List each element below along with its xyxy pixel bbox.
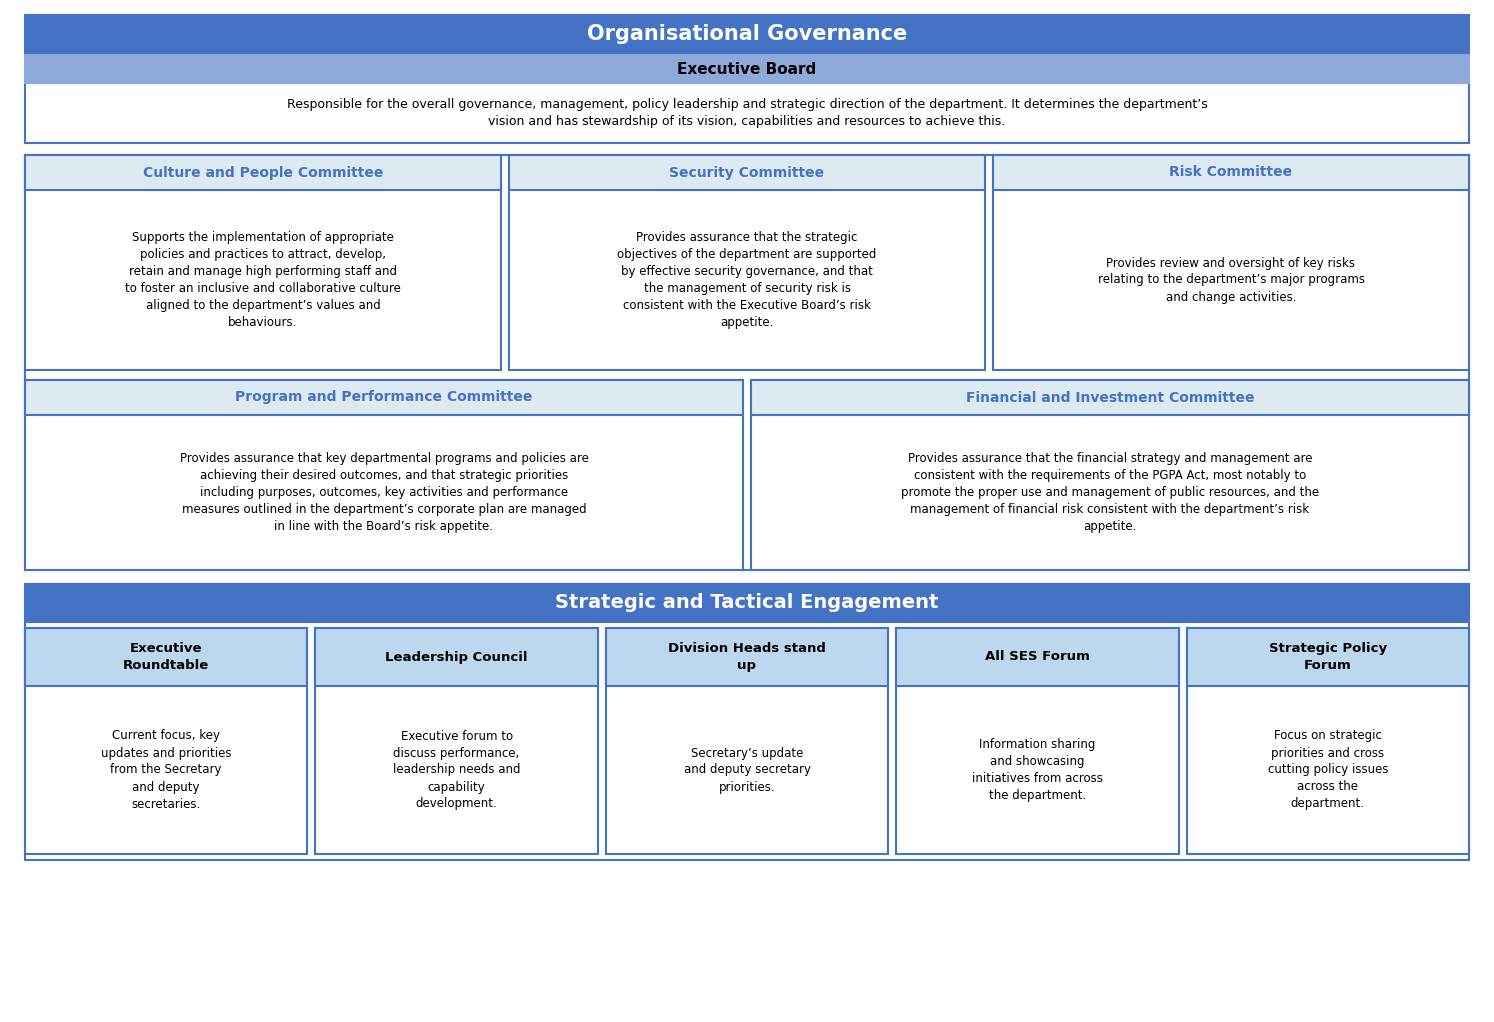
Bar	[896, 628, 1179, 686]
Text: Financial and Investment Committee: Financial and Investment Committee	[965, 390, 1255, 405]
Bar	[25, 83, 1469, 143]
Text: Provides assurance that the financial strategy and management are
consistent wit: Provides assurance that the financial st…	[901, 452, 1319, 533]
Text: Culture and People Committee: Culture and People Committee	[143, 166, 382, 180]
Text: Information sharing
and showcasing
initiatives from across
the department.: Information sharing and showcasing initi…	[973, 738, 1103, 802]
Text: Strategic Policy
Forum: Strategic Policy Forum	[1268, 642, 1386, 672]
Bar	[509, 155, 985, 190]
Text: Leadership Council: Leadership Council	[385, 650, 527, 663]
Bar	[25, 628, 308, 854]
Text: Provides assurance that key departmental programs and policies are
achieving the: Provides assurance that key departmental…	[179, 452, 589, 533]
Text: Security Committee: Security Committee	[669, 166, 825, 180]
Text: Executive Board: Executive Board	[677, 61, 817, 77]
Text: Responsible for the overall governance, management, policy leadership and strate: Responsible for the overall governance, …	[287, 98, 1207, 128]
Bar	[25, 380, 743, 415]
Bar	[315, 628, 598, 854]
Text: Provides assurance that the strategic
objectives of the department are supported: Provides assurance that the strategic ob…	[617, 231, 877, 329]
Bar	[25, 380, 743, 570]
Text: Risk Committee: Risk Committee	[1170, 166, 1292, 180]
Bar	[25, 15, 1469, 53]
Text: Current focus, key
updates and priorities
from the Secretary
and deputy
secretar: Current focus, key updates and prioritie…	[102, 730, 232, 810]
Text: All SES Forum: All SES Forum	[985, 650, 1089, 663]
Bar	[896, 628, 1179, 854]
Text: Organisational Governance: Organisational Governance	[587, 24, 907, 44]
Bar	[1186, 628, 1469, 854]
Bar	[751, 380, 1469, 415]
Bar	[25, 55, 1469, 83]
Bar	[25, 584, 1469, 860]
Text: Secretary’s update
and deputy secretary
priorities.: Secretary’s update and deputy secretary …	[683, 746, 811, 793]
Text: Division Heads stand
up: Division Heads stand up	[668, 642, 826, 672]
Bar	[315, 628, 598, 686]
Text: Executive
Roundtable: Executive Roundtable	[123, 642, 209, 672]
Bar	[509, 155, 985, 370]
Bar	[994, 155, 1469, 370]
Text: Strategic and Tactical Engagement: Strategic and Tactical Engagement	[556, 594, 938, 612]
Bar	[994, 155, 1469, 190]
Bar	[25, 584, 1469, 622]
Bar	[751, 380, 1469, 570]
Bar	[25, 155, 500, 190]
Bar	[1186, 628, 1469, 686]
Bar	[605, 628, 889, 854]
Bar	[25, 155, 500, 370]
Bar	[605, 628, 889, 686]
Text: Program and Performance Committee: Program and Performance Committee	[236, 390, 533, 405]
Text: Executive forum to
discuss performance,
leadership needs and
capability
developm: Executive forum to discuss performance, …	[393, 730, 520, 810]
Text: Provides review and oversight of key risks
relating to the department’s major pr: Provides review and oversight of key ris…	[1098, 257, 1364, 304]
Text: Supports the implementation of appropriate
policies and practices to attract, de: Supports the implementation of appropria…	[125, 231, 400, 329]
Bar	[25, 628, 308, 686]
Bar	[25, 155, 1469, 570]
Text: Focus on strategic
priorities and cross
cutting policy issues
across the
departm: Focus on strategic priorities and cross …	[1267, 730, 1388, 810]
